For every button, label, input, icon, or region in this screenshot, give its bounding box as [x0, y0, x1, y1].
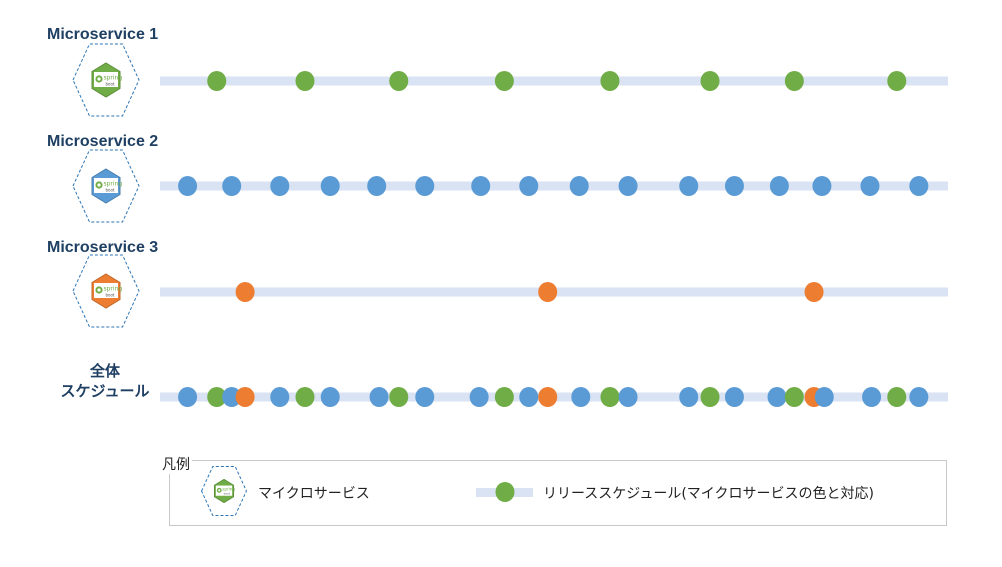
release-dot-3-3: [804, 282, 824, 302]
logo-text-2: boot: [106, 82, 115, 87]
total-release-dot-10: [415, 387, 435, 407]
legend-release-dot: [495, 482, 515, 502]
release-dot-1-8: [887, 71, 907, 91]
release-dot-2-4: [320, 176, 340, 196]
release-dot-2-2: [222, 176, 242, 196]
total-schedule-title: 全体 スケジュール: [48, 361, 162, 401]
total-release-dot-8: [369, 387, 389, 407]
total-release-dot-15: [571, 387, 591, 407]
logo-text-2: boot: [224, 492, 230, 496]
leaf-icon-center: [97, 183, 101, 187]
release-dot-1-3: [389, 71, 409, 91]
release-dot-1-1: [207, 71, 227, 91]
leaf-icon-center: [97, 288, 101, 292]
row-title-microservice-3: Microservice 3: [47, 239, 159, 256]
release-dot-2-9: [569, 176, 589, 196]
leaf-icon-center: [97, 77, 101, 81]
logo-text-1: spring: [104, 286, 123, 293]
total-release-dot-9: [389, 387, 409, 407]
total-release-dot-2: [207, 387, 227, 407]
logo-text-1: spring: [104, 75, 123, 82]
total-title-line-1: 全体: [89, 362, 120, 380]
leaf-icon-center: [218, 489, 221, 492]
release-dot-3-1: [235, 282, 255, 302]
total-release-dot-13: [519, 387, 539, 407]
logo-text-1: spring: [104, 181, 123, 188]
total-release-dot-11: [469, 387, 489, 407]
release-track-1: [160, 76, 948, 86]
release-dot-2-8: [519, 176, 539, 196]
release-dot-2-11: [679, 176, 699, 196]
total-release-dot-19: [700, 387, 720, 407]
release-dot-2-14: [812, 176, 832, 196]
row-title-microservice-1: Microservice 1: [47, 26, 159, 43]
release-dot-2-6: [415, 176, 435, 196]
total-release-dot-1: [178, 387, 198, 407]
release-dot-3-2: [538, 282, 558, 302]
release-dot-2-15: [860, 176, 880, 196]
release-dot-2-5: [367, 176, 387, 196]
total-release-dot-20: [724, 387, 744, 407]
release-dot-1-7: [784, 71, 804, 91]
total-release-dot-18: [679, 387, 699, 407]
release-dot-1-4: [494, 71, 514, 91]
logo-text-1: spring: [222, 487, 235, 492]
total-release-dot-5: [270, 387, 290, 407]
total-release-dot-6: [295, 387, 315, 407]
total-release-dot-21: [767, 387, 787, 407]
release-dot-2-16: [909, 176, 929, 196]
total-release-dot-22: [784, 387, 804, 407]
release-dot-2-10: [618, 176, 638, 196]
legend-box: [169, 460, 947, 526]
legend-microservice-label: マイクロサービス: [258, 486, 370, 502]
release-dot-2-13: [769, 176, 789, 196]
release-dot-1-2: [295, 71, 315, 91]
release-dot-1-6: [700, 71, 720, 91]
logo-text-2: boot: [106, 293, 115, 298]
total-release-dot-4: [235, 387, 255, 407]
total-release-dot-16: [600, 387, 620, 407]
logo-text-2: boot: [106, 188, 115, 193]
release-dot-2-7: [471, 176, 491, 196]
release-dot-2-12: [724, 176, 744, 196]
total-release-dot-25: [862, 387, 882, 407]
total-release-dot-3: [222, 387, 242, 407]
total-release-dot-14: [538, 387, 558, 407]
logo-plate: [215, 485, 233, 496]
legend-title: 凡例: [160, 454, 192, 474]
total-release-dot-12: [494, 387, 514, 407]
total-release-dot-26: [887, 387, 907, 407]
total-release-dot-24: [814, 387, 834, 407]
total-title-line-2: スケジュール: [60, 382, 150, 400]
release-dot-2-1: [178, 176, 198, 196]
row-title-microservice-2: Microservice 2: [47, 133, 159, 150]
release-track-2: [160, 181, 948, 191]
total-release-dot-17: [618, 387, 638, 407]
legend-schedule-label: リリーススケジュール(マイクロサービスの色と対応): [543, 486, 874, 502]
release-dot-1-5: [600, 71, 620, 91]
total-release-dot-7: [320, 387, 340, 407]
release-dot-2-3: [270, 176, 290, 196]
total-release-dot-27: [909, 387, 929, 407]
